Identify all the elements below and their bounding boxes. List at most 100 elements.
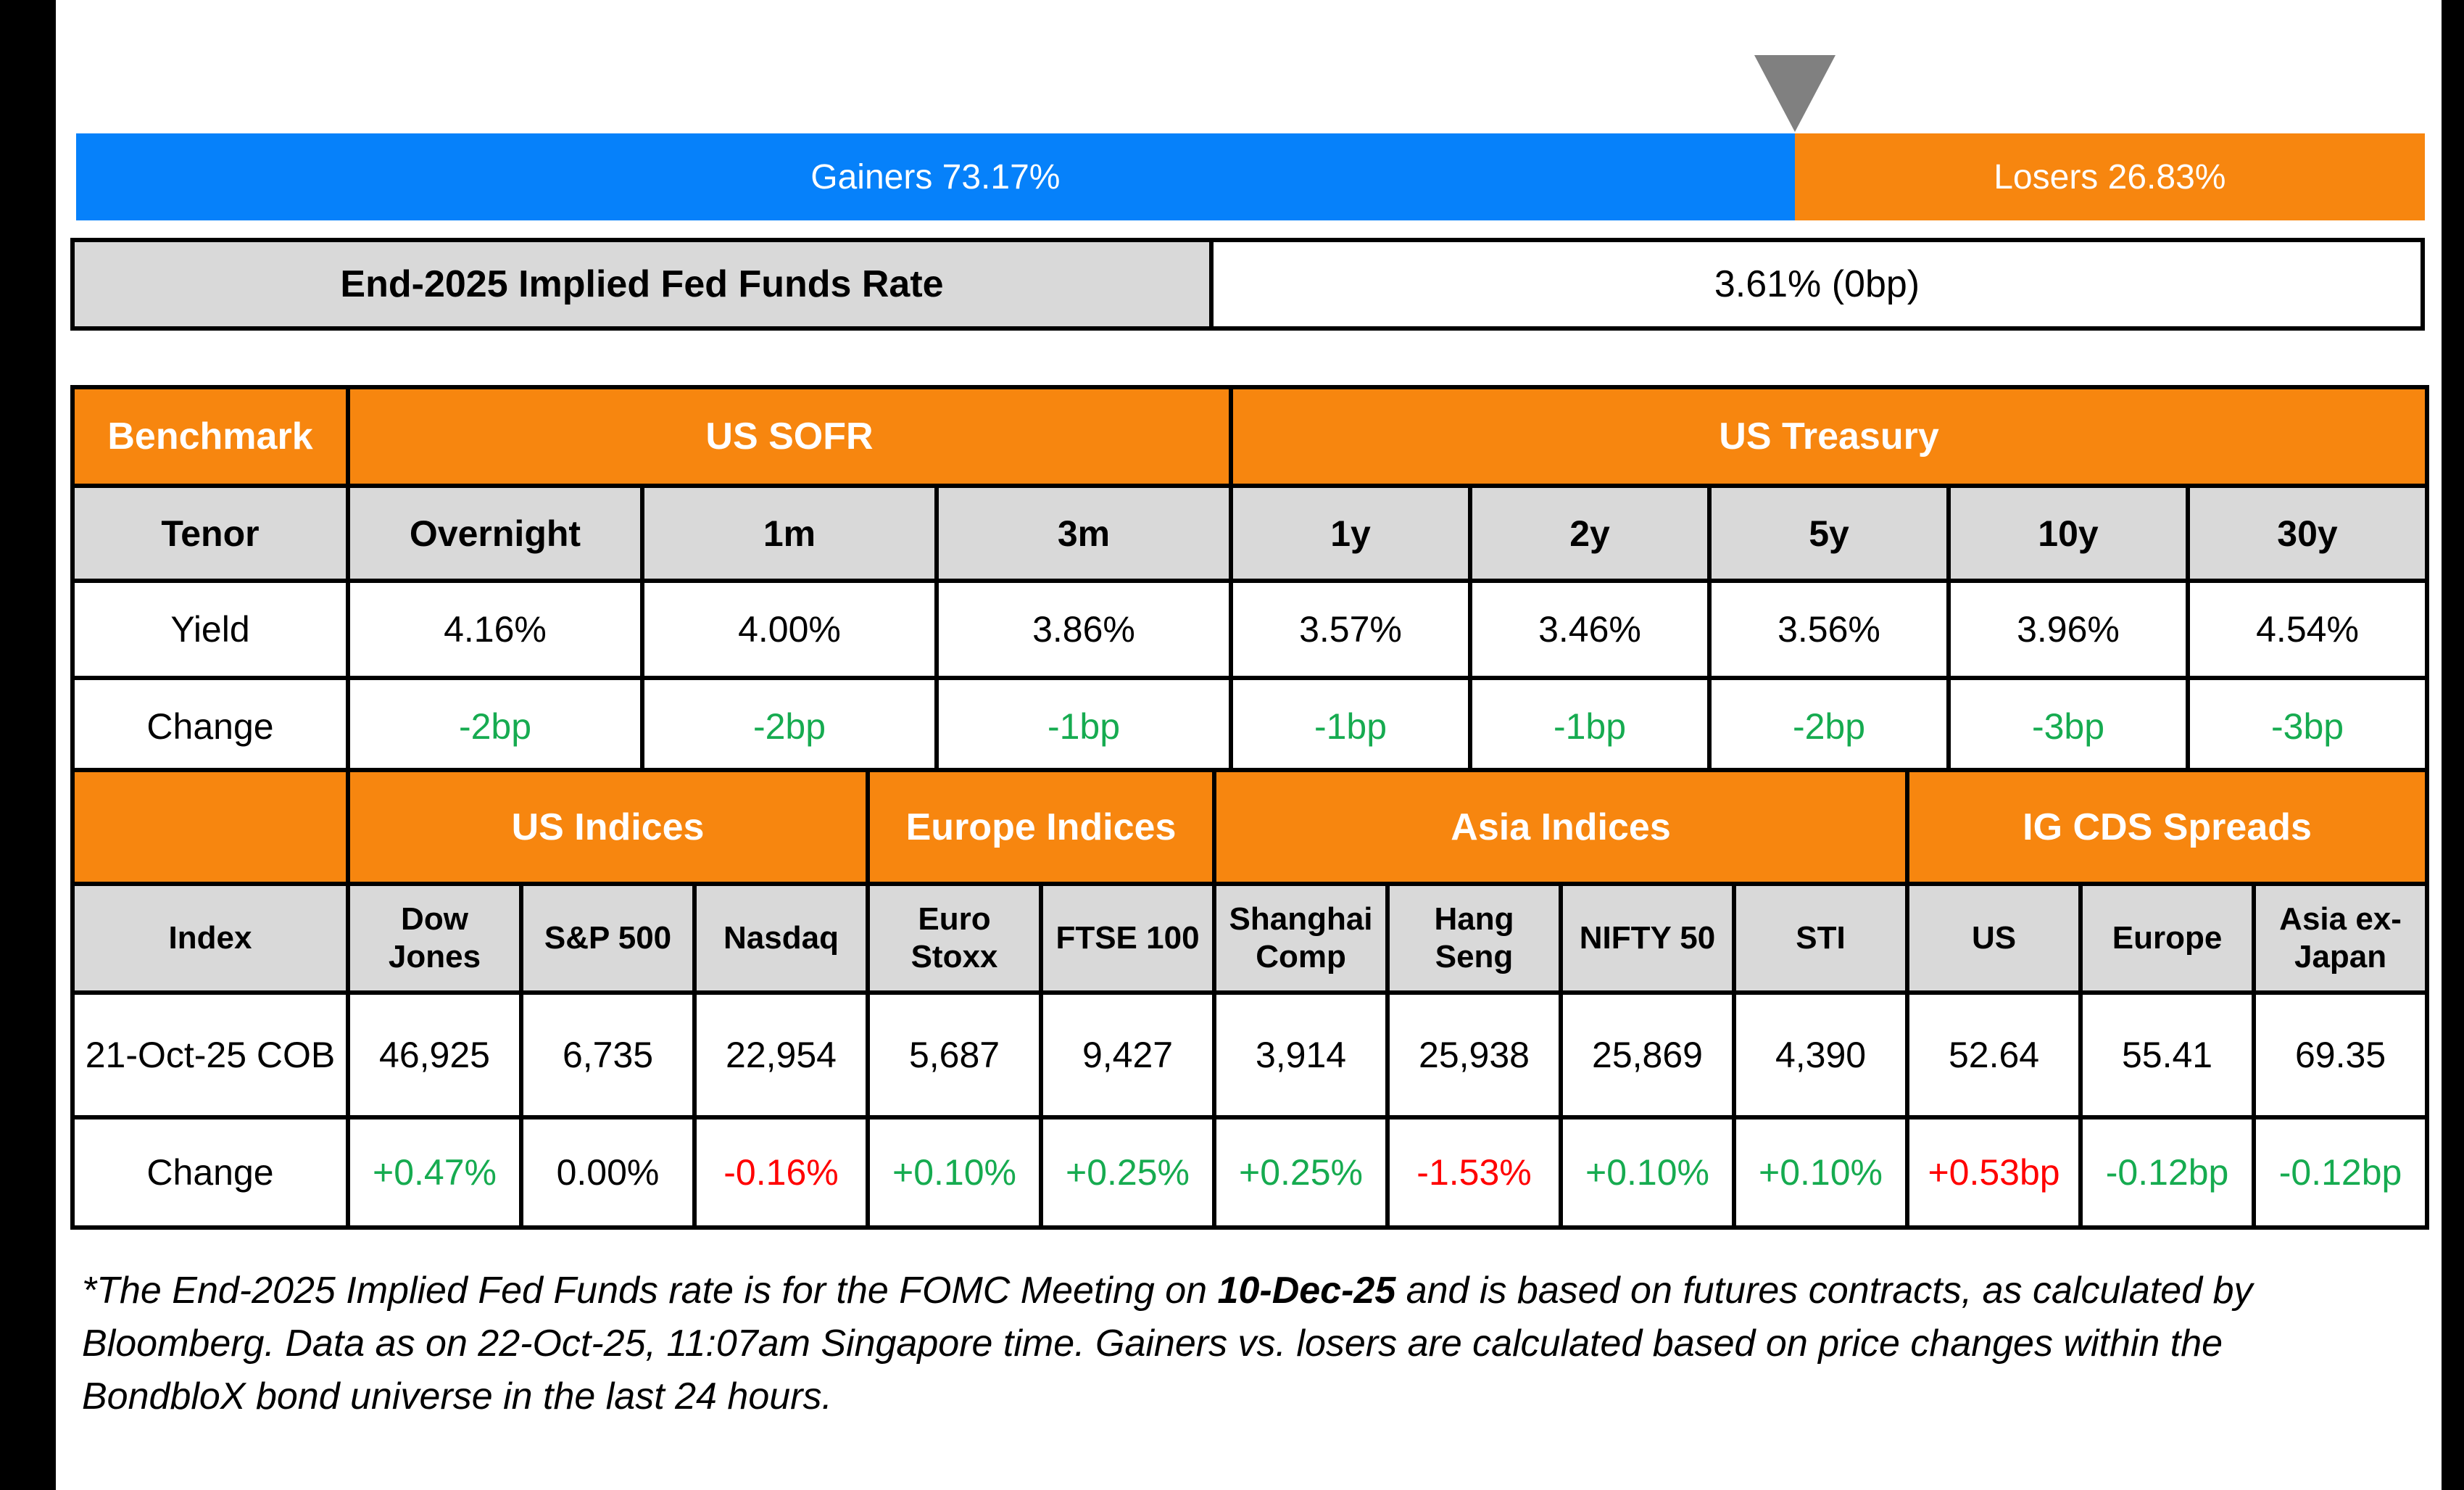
- index-value-cell: 6,735: [519, 990, 697, 1119]
- index-name-cell: US: [1905, 882, 2083, 995]
- fed-funds-row: End-2025 Implied Fed Funds Rate 3.61% (0…: [70, 238, 2425, 331]
- yield-cell: 3.96%: [1946, 579, 2190, 680]
- yield-row-label: Yield: [70, 579, 350, 680]
- group-us-treasury: US Treasury: [1228, 385, 2430, 488]
- yield-cell: 4.16%: [346, 579, 644, 680]
- index-value-cell: 5,687: [866, 990, 1043, 1119]
- tenor-cell: Overnight: [346, 484, 644, 583]
- benchmark-header-row: Benchmark US SOFR US Treasury: [70, 385, 2430, 488]
- index-name-cell: Shanghai Comp: [1212, 882, 1390, 995]
- index-name-cell: FTSE 100: [1038, 882, 1217, 995]
- gainers-label: Gainers 73.17%: [810, 157, 1061, 196]
- index-name-cell: Nasdaq: [692, 882, 870, 995]
- tenor-cell: 5y: [1707, 484, 1951, 583]
- index-row-label: Index: [70, 882, 350, 995]
- fed-funds-label: End-2025 Implied Fed Funds Rate: [75, 242, 1214, 326]
- cob-values-row: 21-Oct-25 COB 46,925 6,735 22,954 5,687 …: [70, 990, 2430, 1119]
- change-cell: -2bp: [640, 676, 939, 777]
- change-cell: -3bp: [1946, 676, 2190, 777]
- indices-change-row: Change +0.47% 0.00% -0.16% +0.10% +0.25%…: [70, 1115, 2430, 1230]
- gainers-losers-bar: Gainers 73.17% Losers 26.83%: [76, 133, 2425, 220]
- index-name-cell: Euro Stoxx: [866, 882, 1043, 995]
- yield-cell: 4.54%: [2185, 579, 2430, 680]
- losers-segment: Losers 26.83%: [1794, 133, 2425, 220]
- indices-table: US Indices Europe Indices Asia Indices I…: [70, 768, 2430, 1230]
- index-name-cell: Asia ex-Japan: [2252, 882, 2430, 995]
- index-name-row: Index Dow Jones S&P 500 Nasdaq Euro Stox…: [70, 882, 2430, 995]
- benchmark-table: Benchmark US SOFR US Treasury Tenor Over…: [70, 385, 2430, 777]
- tenor-cell: 3m: [934, 484, 1233, 583]
- indices-header-row: US Indices Europe Indices Asia Indices I…: [70, 768, 2430, 886]
- index-name-cell: NIFTY 50: [1559, 882, 1737, 995]
- gainers-segment: Gainers 73.17%: [76, 133, 1795, 220]
- footnote-line-3: BondbloX bond universe in the last 24 ho…: [82, 1375, 832, 1417]
- benchmark-change-row: Change -2bp -2bp -1bp -1bp -1bp -2bp -3b…: [70, 676, 2430, 777]
- change-row-label: Change: [70, 1115, 350, 1230]
- change-cell: -2bp: [346, 676, 644, 777]
- change-cell: +0.53bp: [1905, 1115, 2083, 1230]
- index-value-cell: 25,938: [1385, 990, 1564, 1119]
- change-cell: -1bp: [1229, 676, 1472, 777]
- change-cell: -0.12bp: [2252, 1115, 2430, 1230]
- right-black-edge: [2442, 0, 2464, 1490]
- change-cell: -2bp: [1707, 676, 1951, 777]
- tenor-cell: 1m: [640, 484, 939, 583]
- group-us-sofr: US SOFR: [346, 385, 1233, 488]
- group-ig-cds-spreads: IG CDS Spreads: [1905, 768, 2430, 886]
- footnote-line1-post: and is based on futures contracts, as ca…: [1395, 1270, 2253, 1312]
- change-row-label: Change: [70, 676, 350, 777]
- yield-cell: 3.57%: [1229, 579, 1472, 680]
- index-value-cell: 52.64: [1905, 990, 2083, 1119]
- footnote-line-2: Bloomberg. Data as on 22-Oct-25, 11:07am…: [82, 1323, 2223, 1365]
- yield-cell: 4.00%: [640, 579, 939, 680]
- index-value-cell: 4,390: [1732, 990, 1910, 1119]
- losers-label: Losers 26.83%: [1994, 157, 2226, 196]
- index-name-cell: STI: [1732, 882, 1910, 995]
- index-name-cell: S&P 500: [519, 882, 697, 995]
- tenor-cell: 2y: [1468, 484, 1712, 583]
- change-cell: +0.25%: [1038, 1115, 1217, 1230]
- index-value-cell: 69.35: [2252, 990, 2430, 1119]
- index-name-cell: Dow Jones: [346, 882, 523, 995]
- group-asia-indices: Asia Indices: [1212, 768, 1910, 886]
- index-name-cell: Hang Seng: [1385, 882, 1564, 995]
- change-cell: -3bp: [2185, 676, 2430, 777]
- change-cell: -1bp: [1468, 676, 1712, 777]
- change-cell: +0.10%: [866, 1115, 1043, 1230]
- index-value-cell: 9,427: [1038, 990, 1217, 1119]
- footnote-line1-bold: 10-Dec-25: [1217, 1270, 1396, 1312]
- footnote-line1-pre: *The End-2025 Implied Fed Funds rate is …: [82, 1270, 1218, 1312]
- benchmark-corner-cell: Benchmark: [70, 385, 350, 488]
- tenor-cell: 30y: [2185, 484, 2430, 583]
- index-value-cell: 46,925: [346, 990, 523, 1119]
- group-europe-indices: Europe Indices: [865, 768, 1217, 886]
- tenor-row-label: Tenor: [70, 484, 350, 583]
- group-us-indices: US Indices: [346, 768, 870, 886]
- change-cell: -1.53%: [1385, 1115, 1564, 1230]
- tenor-row: Tenor Overnight 1m 3m 1y 2y 5y 10y 30y: [70, 484, 2430, 583]
- tenor-cell: 10y: [1946, 484, 2190, 583]
- fed-funds-value: 3.61% (0bp): [1714, 263, 1920, 305]
- tenor-cell: 1y: [1229, 484, 1472, 583]
- index-value-cell: 55.41: [2078, 990, 2257, 1119]
- yield-cell: 3.56%: [1707, 579, 1951, 680]
- yield-row: Yield 4.16% 4.00% 3.86% 3.57% 3.46% 3.56…: [70, 579, 2430, 680]
- left-black-edge: [0, 0, 56, 1490]
- change-cell: +0.10%: [1732, 1115, 1910, 1230]
- change-cell: -0.12bp: [2078, 1115, 2257, 1230]
- yield-cell: 3.46%: [1468, 579, 1712, 680]
- yield-cell: 3.86%: [934, 579, 1233, 680]
- change-cell: +0.25%: [1212, 1115, 1390, 1230]
- cob-row-label: 21-Oct-25 COB: [70, 990, 350, 1119]
- index-value-cell: 25,869: [1559, 990, 1737, 1119]
- change-cell: -0.16%: [692, 1115, 870, 1230]
- index-value-cell: 3,914: [1212, 990, 1390, 1119]
- change-cell: 0.00%: [519, 1115, 697, 1230]
- indices-corner-cell: [70, 768, 350, 886]
- change-cell: +0.10%: [1559, 1115, 1737, 1230]
- down-triangle-marker-icon: [1754, 55, 1835, 132]
- footnote: *The End-2025 Implied Fed Funds rate is …: [82, 1265, 2439, 1423]
- index-name-cell: Europe: [2078, 882, 2257, 995]
- footnote-line-1: *The End-2025 Implied Fed Funds rate is …: [82, 1265, 2439, 1317]
- change-cell: +0.47%: [346, 1115, 523, 1230]
